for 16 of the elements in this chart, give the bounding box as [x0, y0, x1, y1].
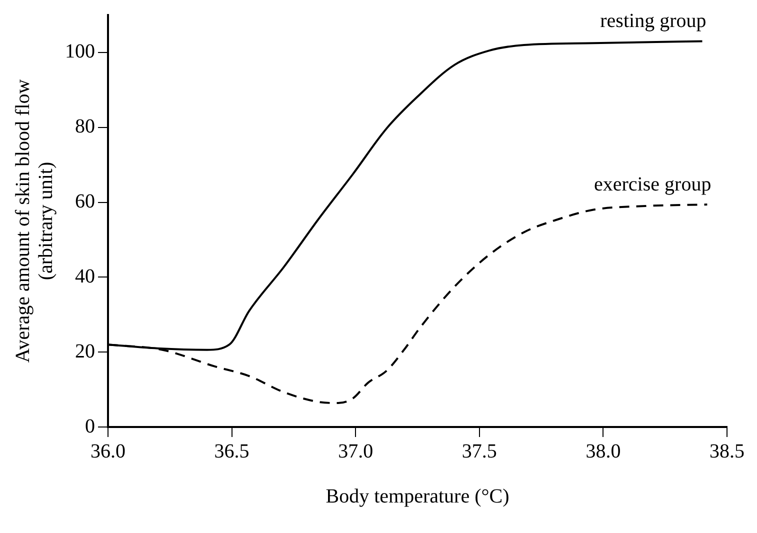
- y-tick-label: 20: [75, 340, 95, 362]
- x-axis-title: Body temperature (°C): [326, 485, 510, 508]
- y-tick-label: 80: [75, 116, 95, 138]
- series-label: exercise group: [594, 174, 712, 196]
- y-tick-label: 40: [75, 265, 95, 288]
- y-axis-title: Average amount of skin blood flow (arbitrary unit): [12, 78, 57, 363]
- x-tick-label: 38.0: [586, 440, 621, 462]
- x-tick-label: 36.5: [214, 440, 250, 462]
- x-tick-label: 37.0: [338, 440, 374, 462]
- series-label: resting group: [600, 10, 706, 32]
- x-tick-label: 36.0: [90, 440, 126, 462]
- y-tick-label: 60: [75, 190, 95, 213]
- x-tick-label: 37.5: [462, 440, 497, 462]
- y-tick-label: 100: [65, 40, 95, 63]
- y-tick-label: 0: [85, 415, 95, 438]
- x-tick-label: 38.5: [710, 440, 744, 462]
